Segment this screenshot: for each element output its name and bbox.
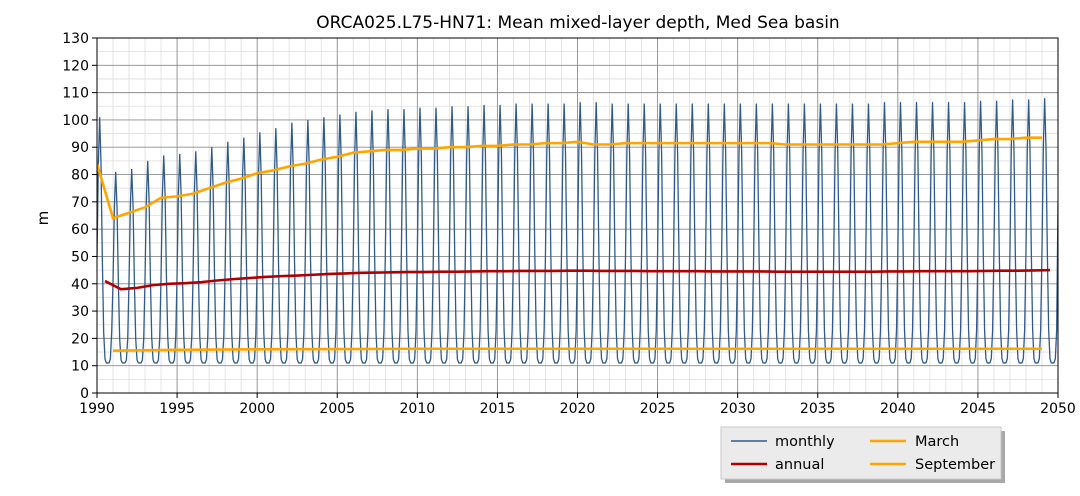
x-tick-label: 1995 (159, 401, 195, 417)
y-tick-label: 0 (80, 386, 89, 402)
x-tick-label: 2040 (880, 401, 916, 417)
y-tick-label: 80 (71, 168, 89, 184)
series-line-march (97, 136, 1042, 220)
y-tick-label: 30 (71, 304, 89, 320)
y-tick-label: 60 (71, 222, 89, 238)
y-tick-label: 70 (71, 195, 89, 211)
x-tick-label: 2025 (640, 401, 676, 417)
legend: monthly annual March September (720, 426, 1005, 483)
chart-title: ORCA025.L75-HN71: Mean mixed-layer depth… (316, 13, 839, 33)
y-tick-label: 120 (62, 58, 89, 74)
y-tick-label: 100 (62, 113, 89, 129)
x-tick-label: 2020 (560, 401, 596, 417)
x-tick-label: 2030 (720, 401, 756, 417)
legend-label-monthly: monthly (775, 434, 835, 450)
y-tick-label: 90 (71, 140, 89, 156)
x-tick-label: 2035 (800, 401, 836, 417)
y-tick-label: 40 (71, 277, 89, 293)
x-tick-label: 2050 (1040, 401, 1076, 417)
x-tick-label: 2010 (400, 401, 436, 417)
legend-label-september: September (915, 457, 995, 473)
series-line-monthly (97, 98, 1058, 364)
x-tick-label: 2005 (319, 401, 355, 417)
legend-box (720, 426, 1002, 480)
x-tick-label: 1990 (79, 401, 115, 417)
legend-label-march: March (915, 434, 959, 450)
legend-label-annual: annual (775, 457, 824, 473)
axis-ticks: 1990 1995 2000 2005 2010 2015 2020 2025 2030 2035… (62, 31, 1076, 417)
y-tick-label: 20 (71, 331, 89, 347)
y-tick-label: 10 (71, 359, 89, 375)
series-line-september (113, 347, 1042, 352)
plot-area (97, 98, 1058, 364)
series-line-annual (104, 268, 1051, 291)
x-tick-label: 2045 (960, 401, 996, 417)
x-tick-label: 2015 (480, 401, 516, 417)
y-axis-label: m (34, 211, 52, 226)
y-tick-label: 50 (71, 249, 89, 265)
x-tick-label: 2000 (239, 401, 275, 417)
y-tick-label: 110 (62, 86, 89, 102)
y-tick-label: 130 (62, 31, 89, 47)
